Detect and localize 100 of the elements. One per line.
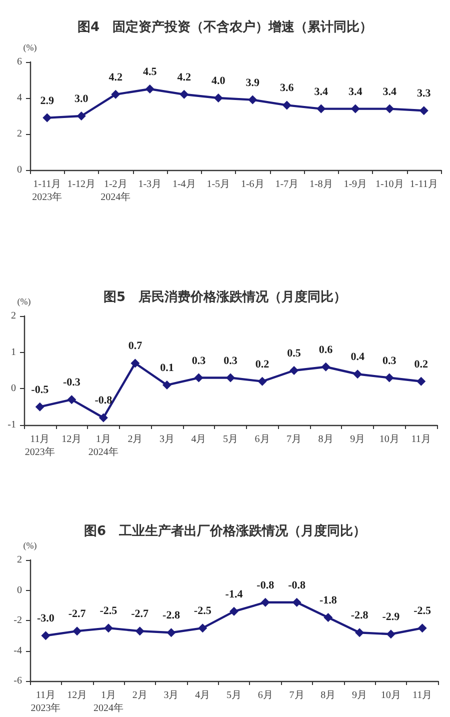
data-label: 0.4 xyxy=(350,351,365,364)
data-label: 0.2 xyxy=(414,358,428,370)
x-tick-label: 3月 xyxy=(164,690,179,701)
y-tick-label: 0 xyxy=(11,383,16,394)
y-tick-label: 0 xyxy=(17,584,22,596)
point xyxy=(260,598,270,607)
x-tick-label: 6月 xyxy=(258,690,273,701)
point xyxy=(76,112,86,120)
x-tick-label: 8月 xyxy=(320,690,336,701)
point xyxy=(324,612,333,622)
data-label: 4.5 xyxy=(143,66,158,78)
x-tick-label: 5月 xyxy=(226,690,242,701)
data-label: -0.3 xyxy=(62,376,81,389)
point xyxy=(321,362,330,372)
point xyxy=(98,413,108,422)
chart-title: 图6 工业生产者出厂价格涨跌情况（月度同比） xyxy=(84,523,366,539)
data-label: 4.2 xyxy=(108,71,123,84)
point xyxy=(145,84,154,94)
point xyxy=(282,100,292,110)
y-axis-title: (%) xyxy=(23,42,37,52)
x-tick-label: 2月 xyxy=(128,434,143,445)
point xyxy=(35,402,44,412)
x-tick-label: 1-7月 xyxy=(275,179,299,190)
point xyxy=(419,106,428,116)
data-label: -1.8 xyxy=(319,594,338,606)
point xyxy=(198,624,208,633)
x-tick-label: 11月 xyxy=(412,690,432,701)
data-label: -1.4 xyxy=(225,588,244,600)
x-tick-label: 1-6月 xyxy=(240,179,264,190)
y-axis-title: (%) xyxy=(17,296,31,306)
x-tick-label: 2月 xyxy=(132,690,148,701)
x-tick-label: 4月 xyxy=(195,690,210,701)
data-label: 3.9 xyxy=(246,76,260,89)
y-tick-label: 2 xyxy=(17,128,22,140)
x-tick-label: 1-3月 xyxy=(138,179,162,190)
data-label: 3.0 xyxy=(74,93,89,105)
x-tick-label: 1-12月 xyxy=(67,179,96,190)
data-label: -2.8 xyxy=(162,610,180,622)
data-label: 0.3 xyxy=(382,354,397,367)
data-label: -2.7 xyxy=(68,608,86,620)
data-label: 2.9 xyxy=(40,94,54,107)
x-tick-label: 9月 xyxy=(350,434,366,445)
x-tick-label: 6月 xyxy=(254,434,270,445)
data-label: -0.8 xyxy=(288,579,306,592)
x-tick-label: 1-2月 2024年 xyxy=(100,179,131,203)
y-tick-label: 0 xyxy=(17,164,22,176)
point xyxy=(104,624,113,633)
data-label: -2.5 xyxy=(414,605,432,618)
y-tick-label: 2 xyxy=(11,310,16,322)
point xyxy=(180,90,189,99)
data-label: 0.1 xyxy=(160,362,174,374)
point xyxy=(418,624,427,633)
point xyxy=(290,366,299,375)
data-label: 0.5 xyxy=(287,348,302,360)
data-label: -2.5 xyxy=(194,605,212,618)
y-tick-label: -4 xyxy=(14,645,22,656)
data-label: -2.5 xyxy=(100,605,118,618)
point xyxy=(214,94,223,102)
y-tick-label: 4 xyxy=(17,92,22,104)
y-tick-label: 2 xyxy=(17,554,22,566)
y-tick-label: -6 xyxy=(14,676,22,686)
data-label: 3.6 xyxy=(280,82,294,94)
x-tick-label: 1-9月 xyxy=(344,179,368,190)
x-tick-label: 4月 xyxy=(191,434,206,445)
x-tick-label: 1-5月 xyxy=(206,179,230,190)
point xyxy=(353,370,362,379)
y-tick-label: 6 xyxy=(17,56,22,68)
x-tick-label: 5月 xyxy=(223,434,238,445)
data-label: -2.9 xyxy=(382,611,400,624)
point xyxy=(135,626,144,636)
chart-title: 图4 固定资产投资（不含农户）增速（累计同比） xyxy=(77,19,373,35)
point xyxy=(384,373,394,382)
chart-title: 图5 居民消费价格涨跌情况（月度同比） xyxy=(103,289,347,305)
x-tick-label: 9月 xyxy=(352,690,368,701)
point xyxy=(355,628,364,638)
data-label: 0.3 xyxy=(192,354,206,367)
point xyxy=(41,631,50,640)
x-tick-label: 1月 2024年 xyxy=(88,434,118,458)
data-label: 3.4 xyxy=(382,86,397,98)
x-tick-label: 11月 2023年 xyxy=(30,690,61,714)
data-label: -0.8 xyxy=(256,579,275,592)
x-tick-label: 1月 2024年 xyxy=(93,690,124,714)
point xyxy=(248,95,258,104)
data-label: -3.0 xyxy=(36,612,55,625)
data-label: 3.4 xyxy=(348,86,363,98)
point xyxy=(416,376,426,386)
data-label: 4.0 xyxy=(212,75,226,87)
x-tick-label: 10月 xyxy=(380,690,401,701)
data-label: 0.2 xyxy=(255,358,270,370)
point xyxy=(162,380,172,390)
point xyxy=(385,104,394,114)
data-label: 0.3 xyxy=(224,354,238,367)
data-label: 4.2 xyxy=(177,71,192,84)
point xyxy=(316,104,326,114)
y-tick-label: -1 xyxy=(8,420,16,430)
point xyxy=(111,90,120,99)
point xyxy=(386,630,396,639)
data-label: -0.5 xyxy=(31,384,50,396)
x-tick-label: 11月 xyxy=(411,434,431,445)
x-tick-label: 10月 xyxy=(379,434,400,445)
